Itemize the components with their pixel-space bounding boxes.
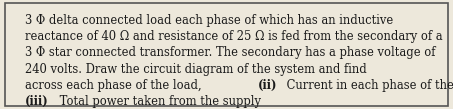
Text: reactance of 40 Ω and resistance of 25 Ω is fed from the secondary of a: reactance of 40 Ω and resistance of 25 Ω… bbox=[25, 30, 443, 43]
FancyBboxPatch shape bbox=[5, 3, 448, 106]
Text: 3 Φ delta connected load each phase of which has an inductive: 3 Φ delta connected load each phase of w… bbox=[25, 14, 393, 27]
Text: 3 Φ star connected transformer. The secondary has a phase voltage of: 3 Φ star connected transformer. The seco… bbox=[25, 46, 435, 59]
Text: Total power taken from the supply: Total power taken from the supply bbox=[56, 95, 260, 108]
Text: across each phase of the load,: across each phase of the load, bbox=[25, 79, 205, 92]
Text: (iii): (iii) bbox=[25, 95, 48, 108]
Text: (ii): (ii) bbox=[257, 79, 277, 92]
Text: Current in each phase of the load,: Current in each phase of the load, bbox=[283, 79, 453, 92]
Text: 240 volts. Draw the circuit diagram of the system and find: 240 volts. Draw the circuit diagram of t… bbox=[25, 63, 370, 76]
